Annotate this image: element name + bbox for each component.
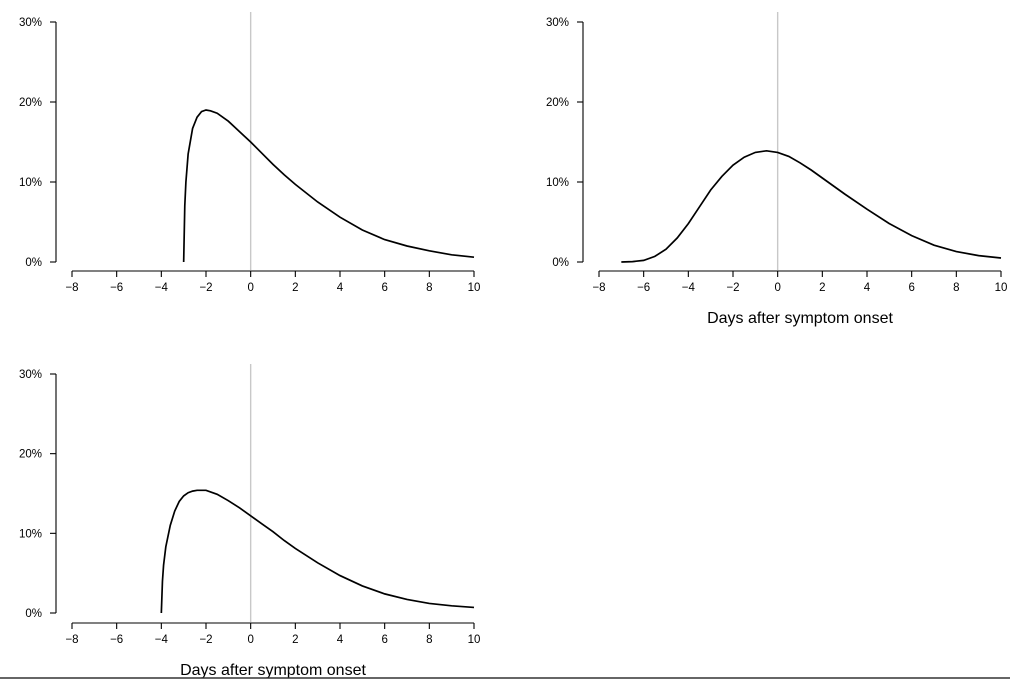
x-tick-label: 10	[468, 634, 481, 646]
x-tick-label: 8	[953, 282, 959, 294]
panel-top-right: 0% 10% 20% 30% −8 −6 −4 −2 0 2 4 6 8 10 Days after sym…	[546, 12, 1007, 327]
y-tick-label: 0%	[25, 257, 42, 269]
y-tick-label: 0%	[552, 257, 569, 269]
x-tick-label: 0	[774, 282, 780, 294]
y-tick-label: 0%	[25, 608, 42, 620]
x-tick-label: 2	[292, 634, 298, 646]
density-curve	[160, 489, 475, 614]
y-tick-label: 20%	[19, 97, 42, 109]
y-tick-label: 10%	[546, 177, 569, 189]
x-tick-label: 6	[381, 282, 387, 294]
x-tick-label: 10	[468, 282, 481, 294]
x-tick-label: −6	[110, 634, 123, 646]
x-tick-label: 4	[337, 634, 344, 646]
x-tick-label: −8	[65, 634, 78, 646]
y-tick-label: 20%	[546, 97, 569, 109]
x-tick-label: −4	[682, 282, 696, 294]
x-tick-label: −2	[199, 282, 212, 294]
panel-bottom-left: 0% 10% 20% 30% −8 −6 −4 −2 0 2 4 6 8 10 Days after sym…	[19, 364, 480, 679]
density-curve	[182, 109, 475, 263]
y-tick-label: 30%	[19, 17, 42, 29]
x-tick-label: 0	[247, 634, 253, 646]
y-tick-label: 20%	[19, 449, 42, 461]
x-tick-label: −6	[110, 282, 123, 294]
y-tick-label: 10%	[19, 177, 42, 189]
x-tick-label: 6	[381, 634, 387, 646]
x-tick-label: −4	[155, 282, 169, 294]
x-tick-label: −2	[726, 282, 739, 294]
x-tick-label: −8	[592, 282, 605, 294]
x-tick-label: −6	[637, 282, 650, 294]
x-tick-label: 10	[995, 282, 1008, 294]
x-tick-label: 6	[908, 282, 914, 294]
x-tick-label: 2	[819, 282, 825, 294]
y-tick-label: 10%	[19, 528, 42, 540]
x-axis-title: Days after symptom onset	[707, 310, 893, 327]
x-tick-label: 8	[426, 282, 432, 294]
density-curve	[621, 149, 1002, 263]
x-axis-title: Days after symptom onset	[180, 662, 366, 679]
x-tick-label: 4	[864, 282, 871, 294]
x-tick-label: −4	[155, 634, 169, 646]
y-tick-label: 30%	[546, 17, 569, 29]
x-tick-label: −2	[199, 634, 212, 646]
x-tick-label: 4	[337, 282, 344, 294]
panel-top-left: 0% 10% 20% 30% −8 −6 −4 −2 0 2 4 6 8 10	[19, 12, 480, 294]
x-tick-label: 2	[292, 282, 298, 294]
x-tick-label: 8	[426, 634, 432, 646]
x-tick-label: 0	[247, 282, 253, 294]
y-tick-label: 30%	[19, 369, 42, 381]
x-tick-label: −8	[65, 282, 78, 294]
